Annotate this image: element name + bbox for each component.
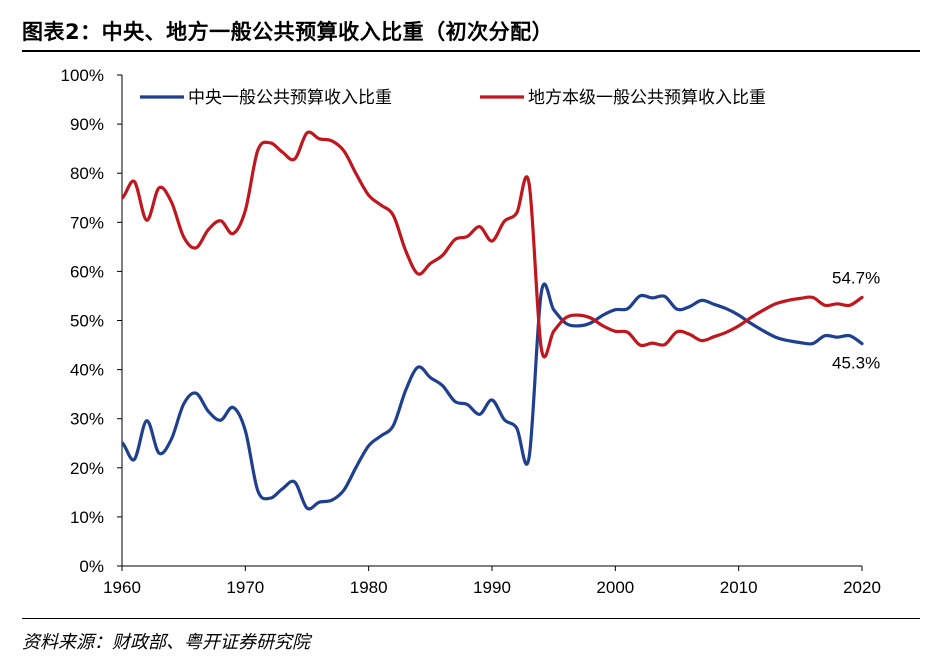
y-tick-label: 30% bbox=[70, 410, 104, 429]
chart-legend: 中央一般公共预算收入比重 地方本级一般公共预算收入比重 bbox=[140, 88, 766, 108]
y-tick-label: 40% bbox=[70, 361, 104, 380]
source-note: 资料来源：财政部、粤开证券研究院 bbox=[22, 632, 310, 653]
x-tick-label: 1970 bbox=[226, 578, 264, 597]
title-rule bbox=[22, 50, 920, 52]
y-tick-label: 70% bbox=[70, 213, 104, 232]
chart-annotations: 54.7% 45.3% bbox=[832, 268, 880, 372]
y-tick-label: 60% bbox=[70, 262, 104, 281]
series-line-2 bbox=[122, 130, 864, 359]
y-tick-label: 90% bbox=[70, 115, 104, 134]
y-tick-label: 10% bbox=[70, 508, 104, 527]
figure-title: 图表2：中央、地方一般公共预算收入比重（初次分配） bbox=[22, 20, 554, 44]
y-tick-label: 0% bbox=[79, 557, 104, 576]
source-rule bbox=[22, 618, 920, 619]
legend-label-2: 地方本级一般公共预算收入比重 bbox=[528, 88, 766, 108]
y-tick-label: 50% bbox=[70, 312, 104, 331]
end-value-label-2: 45.3% bbox=[832, 354, 880, 373]
chart-axes: 0% 10% 20% 30% 40% 50% 60% 70% 80% 90% 100% 1960 197… bbox=[61, 66, 881, 597]
y-tick-label: 100% bbox=[61, 66, 104, 85]
x-tick-label: 2010 bbox=[720, 578, 758, 597]
x-tick-label: 1980 bbox=[350, 578, 388, 597]
x-tick-label: 1990 bbox=[473, 578, 511, 597]
legend-label-1: 中央一般公共预算收入比重 bbox=[188, 88, 392, 108]
x-tick-label: 2020 bbox=[843, 578, 881, 597]
y-tick-label: 20% bbox=[70, 459, 104, 478]
series-line-1 bbox=[122, 282, 864, 511]
x-tick-label: 2000 bbox=[596, 578, 634, 597]
y-tick-label: 80% bbox=[70, 164, 104, 183]
series-layer bbox=[122, 130, 864, 511]
x-tick-label: 1960 bbox=[103, 578, 141, 597]
end-value-label-1: 54.7% bbox=[832, 268, 880, 287]
